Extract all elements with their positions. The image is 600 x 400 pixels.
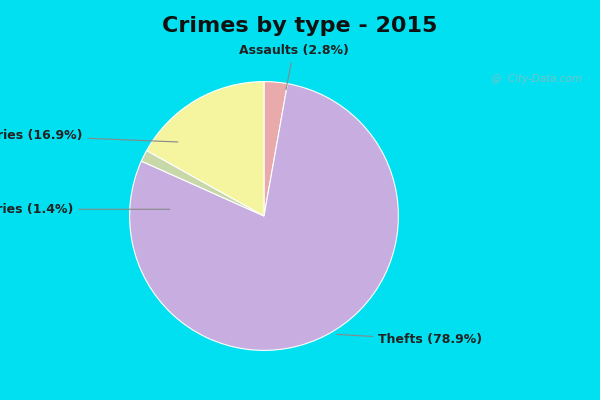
Wedge shape — [130, 84, 398, 350]
Wedge shape — [146, 82, 264, 216]
Text: Thefts (78.9%): Thefts (78.9%) — [337, 333, 482, 346]
Text: Assaults (2.8%): Assaults (2.8%) — [239, 44, 349, 90]
Text: Robberies (1.4%): Robberies (1.4%) — [0, 203, 170, 216]
Wedge shape — [264, 82, 287, 216]
Text: @  City-Data.com: @ City-Data.com — [491, 74, 582, 84]
Text: Burglaries (16.9%): Burglaries (16.9%) — [0, 129, 178, 142]
Wedge shape — [142, 150, 264, 216]
Text: Crimes by type - 2015: Crimes by type - 2015 — [163, 16, 437, 36]
